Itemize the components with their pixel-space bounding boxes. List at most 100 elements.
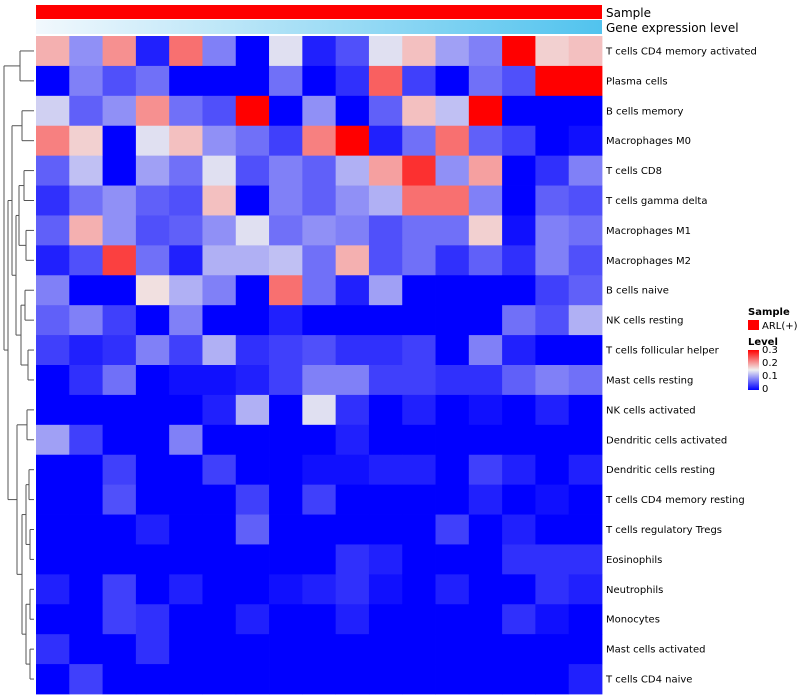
heatmap-cell [535,95,570,127]
heatmap-cell [36,275,70,306]
heatmap-cell [335,125,370,157]
heatmap-cell [169,65,203,97]
heatmap-cell [335,155,370,186]
heatmap-cell [169,245,203,276]
heatmap-cell [69,305,103,336]
heatmap-cell [568,454,603,486]
heatmap-cell [69,95,103,127]
heatmap-cell [36,365,70,396]
heatmap-cell [435,335,470,366]
heatmap-cells [36,36,603,695]
heatmap-cell [102,664,137,695]
heatmap-cell [535,185,570,216]
heatmap-cell [535,544,570,575]
row-label: Macrophages M0 [606,136,691,147]
heatmap-cell [402,454,436,486]
heatmap-cell [568,95,603,127]
heatmap-cell [169,424,203,456]
heatmap-cell [235,574,270,605]
heatmap-cell [302,125,337,157]
heatmap-cell [535,245,570,276]
heatmap-cell [135,424,170,456]
row-label: T cells gamma delta [605,196,707,207]
heatmap-cell [502,514,536,545]
heatmap-cell [335,484,370,515]
heatmap-cell [535,484,570,515]
heatmap-cell [36,544,70,575]
heatmap-cell [502,365,536,396]
heatmap-cell [135,514,170,545]
heatmap-cell [102,245,137,276]
heatmap-cell [402,664,436,695]
heatmap-cell [36,634,70,665]
heatmap-cell [535,664,570,695]
heatmap-cell [568,664,603,695]
heatmap-cell [102,125,137,157]
sample-annotation-label: Sample [606,6,651,20]
heatmap-cell [368,305,403,336]
heatmap-cell [402,484,436,515]
heatmap-cell [568,215,603,246]
heatmap-cell [169,95,203,127]
heatmap-cell [368,155,403,186]
heatmap-cell [368,245,403,276]
heatmap-cell [235,514,270,545]
heatmap-cell [368,634,403,665]
heatmap-cell [368,335,403,366]
heatmap-cell [402,305,436,336]
heatmap-cell [69,604,103,635]
heatmap-cell [302,245,337,276]
heatmap-cell [302,275,337,306]
row-label: T cells CD4 memory resting [605,495,745,506]
heatmap-cell [468,454,503,486]
row-labels: T cells CD4 memory activated Plasma cells… [605,46,757,685]
heatmap-cell [402,155,436,186]
heatmap-cell [368,185,403,216]
heatmap-cell [568,245,603,276]
heatmap-cell [435,125,470,157]
heatmap-cell [335,36,370,67]
heatmap-cell [368,424,403,456]
heatmap-cell [302,634,337,665]
heatmap-cell [135,65,170,97]
heatmap-cell [169,335,203,366]
heatmap-cell [468,484,503,515]
level-legend-ticks: 0.3 0.2 0.1 0 [762,345,778,395]
heatmap-cell [235,36,270,67]
heatmap-cell [169,454,203,486]
heatmap-cell [568,335,603,366]
gene-expression-annotation-label: Gene expression level [606,21,739,35]
heatmap-cell [36,155,70,186]
row-label: Neutrophils [606,585,663,596]
heatmap-cell [202,245,237,276]
heatmap-cell [302,454,337,486]
heatmap-cell [468,394,503,426]
heatmap-cell [102,484,137,515]
heatmap-cell [269,664,303,695]
heatmap-cell [36,245,70,276]
heatmap-cell [169,185,203,216]
heatmap-cell [302,95,337,127]
heatmap-cell [235,95,270,127]
heatmap-cell [468,155,503,186]
heatmap-cell [468,514,503,545]
heatmap-cell [202,305,237,336]
heatmap-cell [402,365,436,396]
heatmap-cell [368,36,403,67]
heatmap-cell [435,484,470,515]
heatmap-cell [368,394,403,426]
heatmap-cell [502,215,536,246]
heatmap-cell [269,215,303,246]
heatmap-cell [402,95,436,127]
heatmap-cell [235,664,270,695]
heatmap-cell [135,544,170,575]
heatmap-cell [135,95,170,127]
heatmap-cell [502,454,536,486]
heatmap-cell [69,454,103,486]
sample-legend-swatch [748,320,759,330]
heatmap-cell [69,365,103,396]
heatmap-cell [468,215,503,246]
heatmap-cell [269,95,303,127]
heatmap-cell [435,305,470,336]
heatmap-cell [302,424,337,456]
